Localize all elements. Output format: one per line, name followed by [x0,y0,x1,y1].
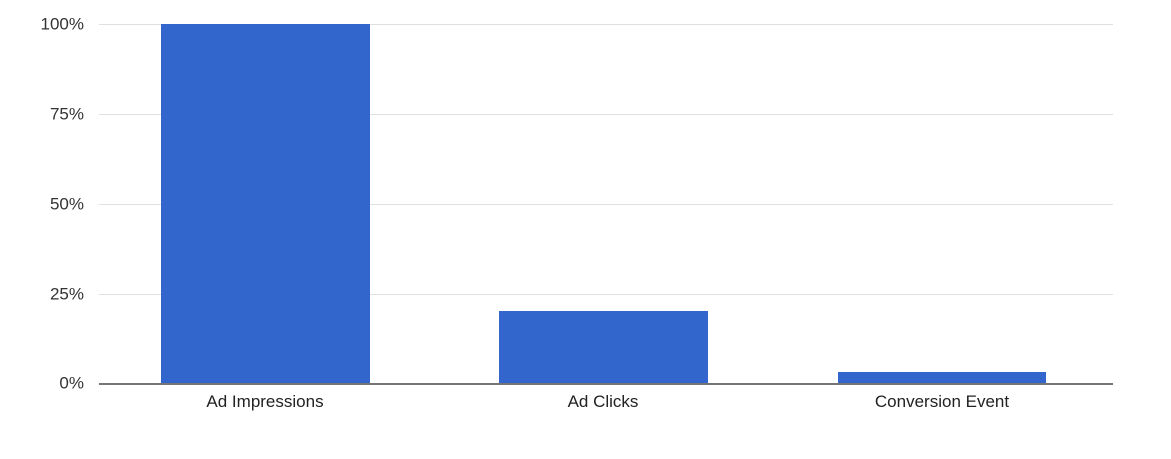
y-axis: 100% 75% 50% 25% 0% [0,0,84,459]
x-tick-label-conversion-event: Conversion Event [874,392,1010,411]
bar-ad-clicks[interactable] [499,311,708,383]
gridline-75 [99,114,1113,115]
gridline-100 [99,24,1113,25]
y-tick-label-0: 0% [59,373,84,393]
bar-ad-impressions[interactable] [161,24,370,383]
y-tick-label-100: 100% [40,14,84,34]
x-tick-label-ad-impressions: Ad Impressions [206,392,324,411]
x-axis-line [99,383,1113,385]
x-axis: Ad Impressions Ad Clicks Conversion Even… [99,392,1113,423]
plot-area [99,24,1113,385]
bar-conversion-event[interactable] [838,372,1046,383]
gridline-50 [99,204,1113,205]
x-tick-label-ad-clicks: Ad Clicks [567,392,639,411]
gridline-25 [99,294,1113,295]
y-tick-label-75: 75% [49,104,84,124]
y-tick-label-25: 25% [49,284,84,304]
y-tick-label-50: 50% [49,194,84,214]
